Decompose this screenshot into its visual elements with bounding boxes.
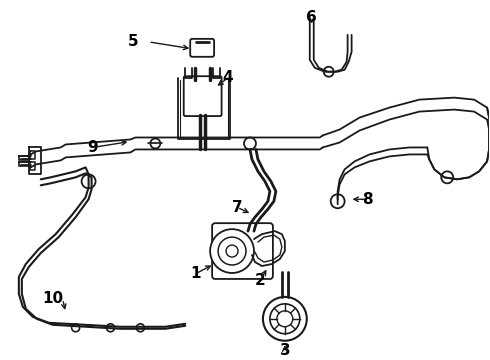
Text: 5: 5 bbox=[128, 34, 139, 49]
Text: 1: 1 bbox=[190, 266, 200, 282]
Circle shape bbox=[324, 67, 334, 77]
Text: 4: 4 bbox=[223, 70, 233, 85]
Text: 9: 9 bbox=[87, 140, 98, 155]
Circle shape bbox=[136, 324, 145, 332]
Circle shape bbox=[82, 174, 96, 188]
FancyBboxPatch shape bbox=[184, 76, 221, 116]
Circle shape bbox=[210, 229, 254, 273]
FancyBboxPatch shape bbox=[190, 39, 214, 57]
Circle shape bbox=[441, 171, 453, 183]
Circle shape bbox=[226, 245, 238, 257]
Circle shape bbox=[270, 304, 300, 334]
Circle shape bbox=[106, 324, 115, 332]
Circle shape bbox=[263, 297, 307, 341]
Circle shape bbox=[244, 138, 256, 149]
Circle shape bbox=[331, 194, 344, 208]
FancyBboxPatch shape bbox=[212, 223, 273, 279]
Circle shape bbox=[150, 139, 160, 148]
Circle shape bbox=[277, 311, 293, 327]
Text: 7: 7 bbox=[232, 200, 243, 215]
Circle shape bbox=[72, 324, 79, 332]
Text: 3: 3 bbox=[279, 343, 290, 358]
Text: 6: 6 bbox=[306, 10, 317, 26]
Text: 10: 10 bbox=[42, 291, 63, 306]
Text: 2: 2 bbox=[255, 274, 265, 288]
Circle shape bbox=[218, 237, 246, 265]
Text: 8: 8 bbox=[362, 192, 373, 207]
